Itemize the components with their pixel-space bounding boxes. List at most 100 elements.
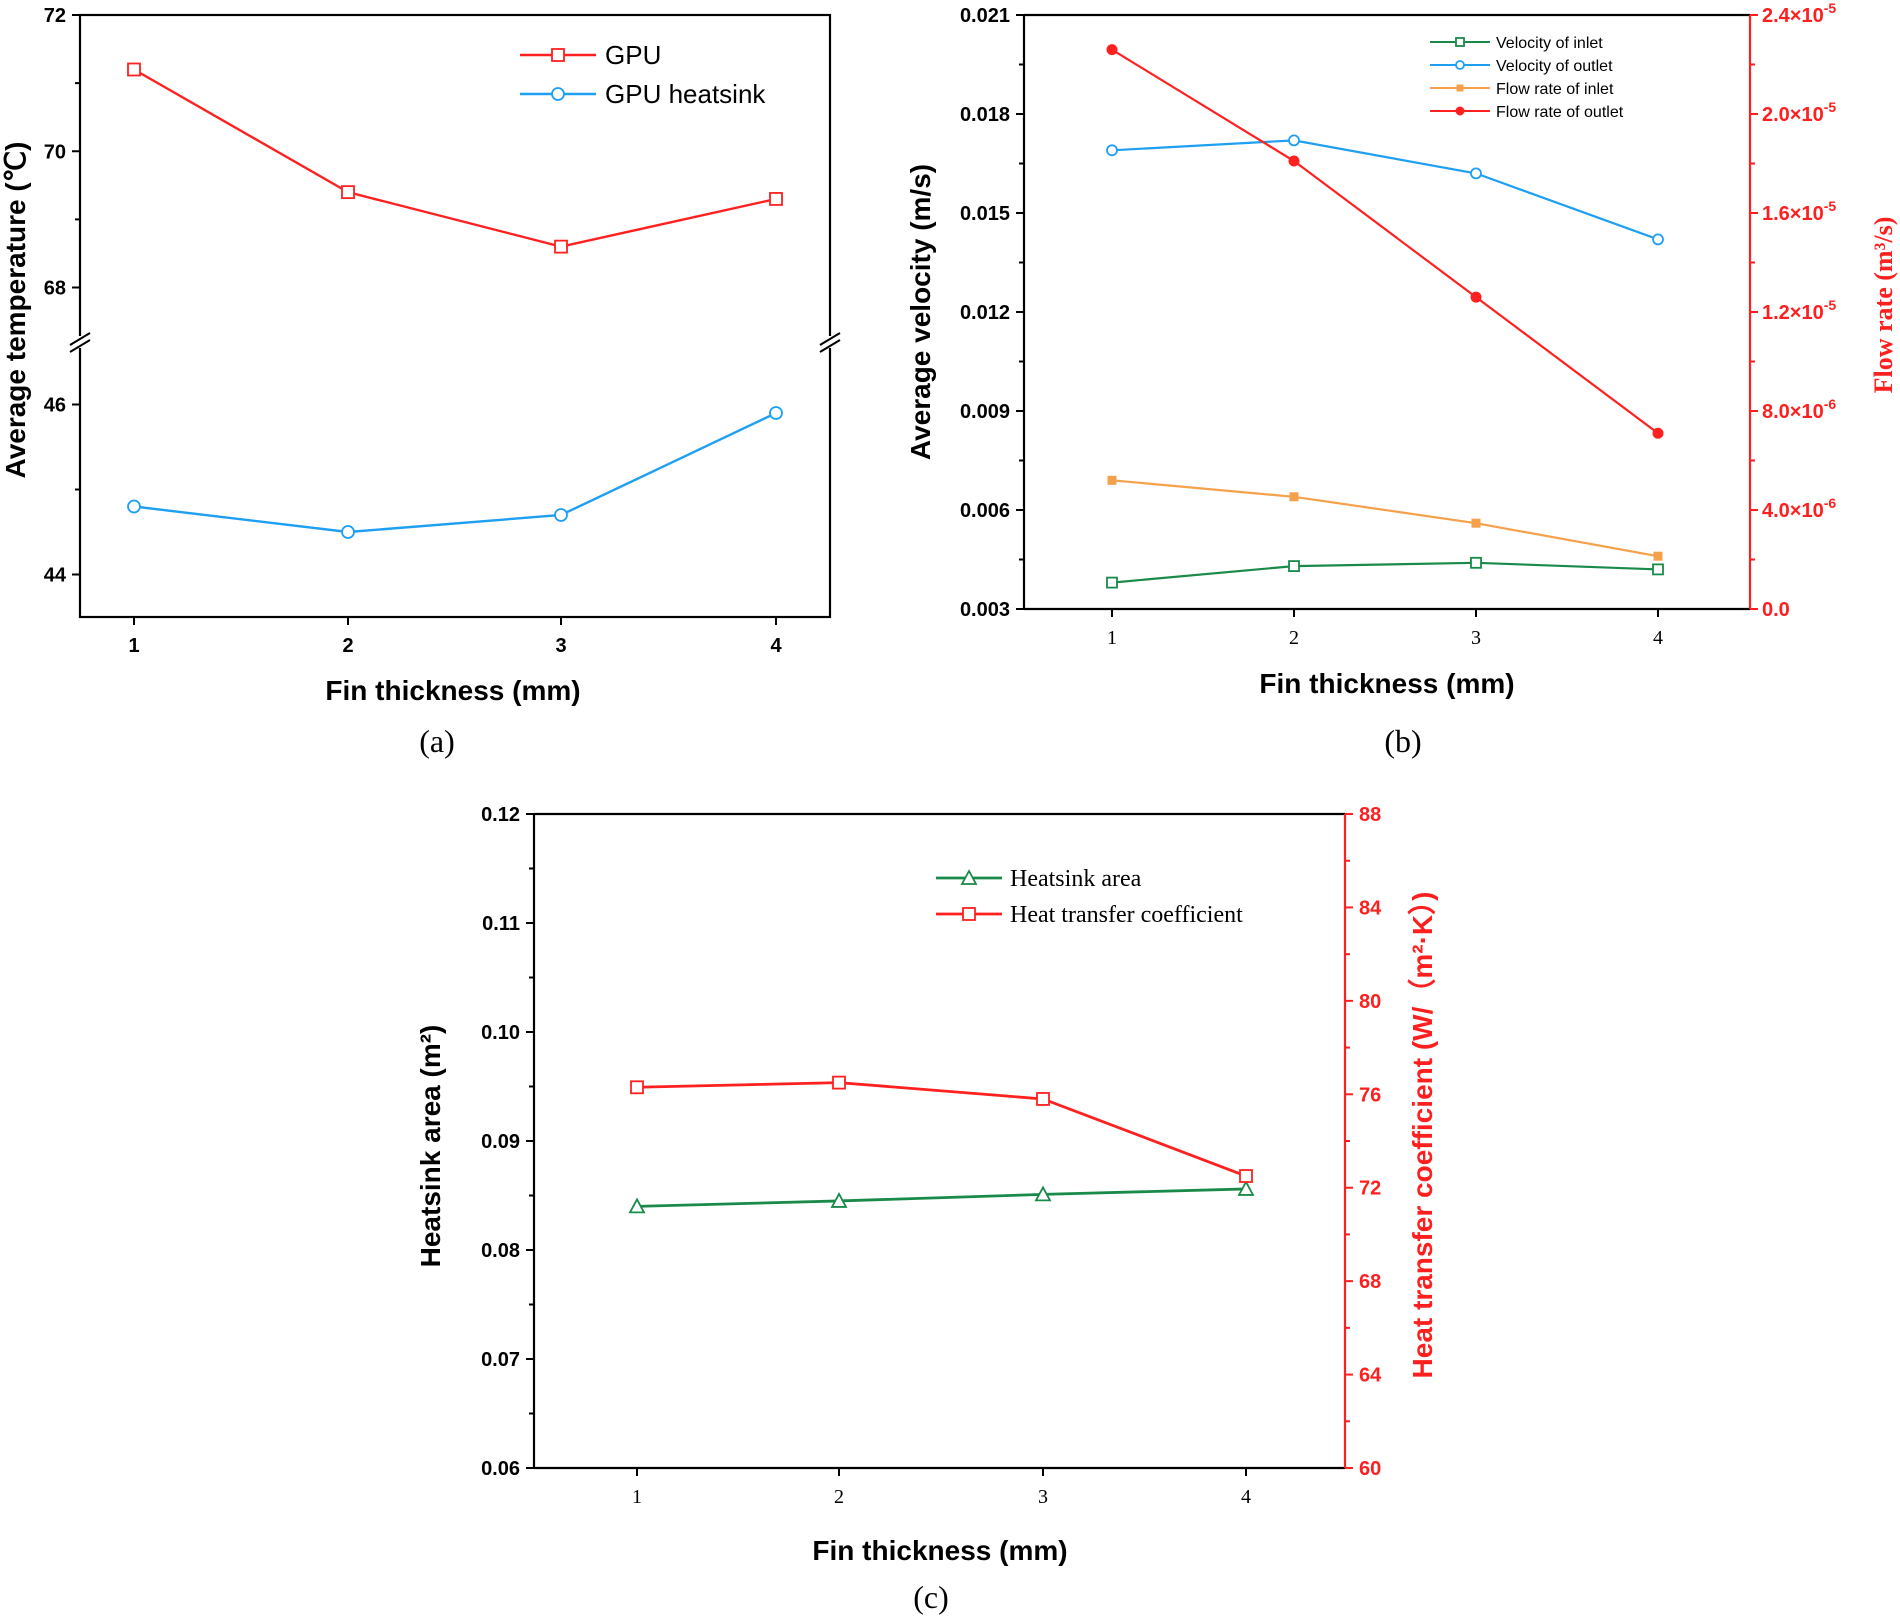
y-tick-label: 0.08 (481, 1240, 520, 1262)
legend-marker (1455, 37, 1465, 47)
y-tick-label: 0.12 (481, 804, 520, 826)
x-tick-label: 2 (342, 635, 353, 657)
panel-label-b: (b) (1384, 723, 1421, 759)
legend-label: GPU heatsink (605, 79, 766, 109)
series-line-flow-rate-outlet (1111, 48, 1659, 435)
y-right-tick-label: 1.6×10-5 (1762, 198, 1836, 225)
y-tick-label: 44 (44, 565, 67, 587)
y-right-tick-label: 68 (1359, 1271, 1381, 1293)
y-right-tick-label: 72 (1359, 1178, 1381, 1200)
y-right-tick-label: 76 (1359, 1084, 1381, 1106)
y-right-tick-label: 64 (1359, 1365, 1382, 1387)
y-right-tick-label: 8.0×10-6 (1762, 396, 1836, 423)
legend-label: Heat transfer coefficient (1010, 902, 1243, 928)
x-tick-label: 3 (1471, 627, 1481, 649)
y-tick-label: 70 (44, 141, 66, 163)
data-point (554, 508, 568, 522)
legend-label: Flow rate of outlet (1496, 104, 1624, 121)
data-point (1034, 1185, 1052, 1202)
x-tick-label: 2 (1289, 627, 1299, 649)
series-line-flow-rate-inlet (1111, 479, 1659, 558)
chart-a-ylabel: Average temperature (℃) (0, 142, 31, 479)
legend-label: Flow rate of inlet (1496, 81, 1614, 98)
series-line-gpu (133, 68, 777, 248)
data-point (1237, 1180, 1255, 1196)
chart-a: 68 70 72 44 46 1 2 3 4 GPU GPU heatsink (44, 5, 841, 657)
y-right-tick-label: 1.2×10-5 (1762, 297, 1836, 324)
y-tick-label: 0.10 (481, 1022, 520, 1044)
data-point (832, 1075, 846, 1090)
x-tick-label: 4 (1653, 627, 1663, 649)
data-point (341, 525, 355, 539)
data-point (1106, 144, 1118, 157)
x-tick-label: 1 (1107, 627, 1117, 649)
chart-a-xlabel: Fin thickness (mm) (325, 675, 580, 706)
data-point (628, 1197, 646, 1214)
y-tick-label: 0.11 (482, 913, 520, 935)
data-point (830, 1192, 848, 1208)
legend-marker (962, 907, 976, 921)
y-right-tick-label: 88 (1359, 804, 1381, 826)
y-tick-label: 0.009 (960, 401, 1010, 423)
data-point (769, 406, 783, 420)
legend-marker (1456, 84, 1464, 92)
axis-break-gap-left (70, 336, 90, 348)
y-right-tick-label: 2.0×10-5 (1762, 99, 1836, 126)
axis-break-mark-left (69, 339, 91, 353)
x-tick-label: 2 (834, 1486, 844, 1508)
legend-marker (551, 87, 565, 101)
y-tick-label: 0.012 (960, 302, 1010, 324)
y-tick-label: 0.09 (481, 1131, 520, 1153)
y-tick-label: 68 (44, 278, 66, 300)
series-line-gpu-heatsink (133, 411, 777, 534)
chart-c: 0.06 0.07 0.08 0.09 0.10 0.11 0.12 60 64 68 72 76 80… (481, 804, 1382, 1508)
y-tick-label: 0.06 (481, 1458, 520, 1480)
data-point (1106, 44, 1118, 56)
y-right-tick-label: 0.0 (1762, 599, 1790, 621)
data-point (769, 192, 783, 206)
data-point (1036, 1092, 1050, 1106)
axis-break-mark-left (69, 332, 91, 346)
y-tick-label: 0.015 (960, 203, 1010, 225)
data-point (1470, 167, 1482, 180)
x-tick-label: 3 (555, 635, 566, 657)
panel-label-a: (a) (419, 723, 455, 759)
axis-break-mark-right (819, 332, 841, 346)
y-tick-label: 0.006 (960, 500, 1010, 522)
data-point (1471, 518, 1481, 528)
chart-c-ylabel: Heatsink area (m²) (415, 1025, 446, 1268)
y-tick-label: 0.07 (481, 1349, 520, 1371)
chart-b: 0.003 0.006 0.009 0.012 0.015 0.018 0.021 0.0 4.… (960, 0, 1836, 649)
x-tick-label: 1 (128, 635, 139, 657)
legend-label: Velocity of inlet (1496, 35, 1603, 52)
data-point (630, 1080, 644, 1095)
legend-marker (1455, 60, 1465, 70)
data-point (1288, 560, 1300, 572)
x-tick-label: 1 (632, 1486, 642, 1508)
data-point (1107, 475, 1117, 485)
data-point (1653, 551, 1663, 561)
chart-b-xlabel: Fin thickness (mm) (1259, 668, 1514, 699)
panel-label-c: (c) (913, 1579, 949, 1615)
legend-marker (551, 48, 565, 62)
data-point (1288, 134, 1300, 147)
series-line-velocity-outlet (1111, 139, 1659, 241)
data-point (1470, 556, 1482, 569)
legend-label: Heatsink area (1010, 866, 1142, 892)
chart-c-xlabel: Fin thickness (mm) (812, 1535, 1067, 1566)
y-tick-label: 0.003 (960, 599, 1010, 621)
y-tick-label: 46 (44, 395, 66, 417)
series-line-heat-transfer-coefficient (636, 1081, 1247, 1178)
series-line-heatsink-area (636, 1187, 1247, 1208)
x-tick-label: 4 (1241, 1486, 1251, 1508)
chart-b-ylabel: Average velocity (m/s) (905, 164, 936, 460)
axis-break-mark-right (819, 339, 841, 353)
data-point (127, 62, 141, 77)
data-point (1470, 291, 1482, 303)
legend-label: Velocity of outlet (1496, 58, 1613, 75)
data-point (1288, 155, 1300, 167)
y-right-tick-label: 84 (1359, 897, 1382, 919)
legend-label: GPU (605, 40, 661, 70)
y-right-tick-label: 4.0×10-6 (1762, 495, 1836, 522)
